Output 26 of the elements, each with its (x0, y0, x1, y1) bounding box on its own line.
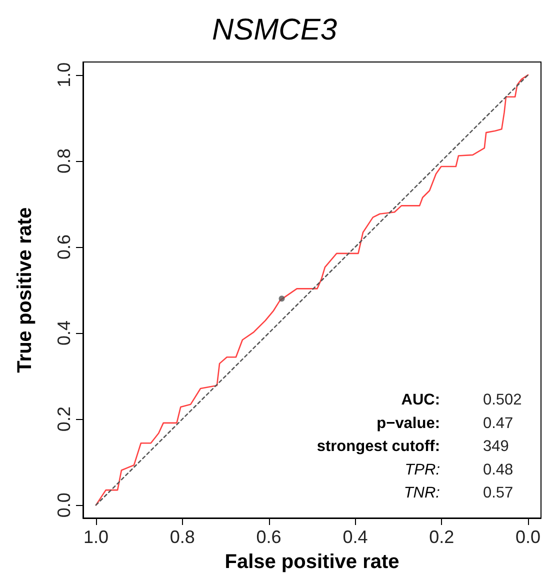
x-tick-label: 0.2 (429, 527, 454, 547)
annotation: 0.47 (483, 414, 514, 432)
x-axis-title: False positive rate (224, 551, 400, 573)
annotation: TNR: (404, 484, 440, 502)
line-series (95, 74, 529, 506)
chart-title: NSMCE3 (212, 14, 338, 46)
annotation: p−value: (376, 414, 440, 432)
x-tick-label: 0.6 (256, 527, 282, 547)
annotation: 0.502 (482, 392, 522, 408)
y-axis-title: True positive rate (14, 207, 36, 373)
annotation: 349 (482, 438, 509, 456)
y-tick-label: 0.6 (54, 234, 74, 260)
x-tick-label: 1.0 (83, 527, 108, 547)
x-tick-label: 0.4 (342, 527, 368, 547)
annotation: 0.57 (483, 484, 514, 502)
y-tick-label: 1.0 (54, 62, 74, 88)
annotation: 0.48 (483, 461, 514, 478)
y-tick-label: 0.2 (54, 406, 74, 432)
annotation: AUC: (401, 392, 440, 408)
y-tick-label: 0.4 (54, 320, 74, 346)
y-tick-label: 0.0 (54, 492, 74, 518)
x-tick-label: 0.8 (170, 527, 195, 547)
x-tick-label: 0.0 (516, 527, 541, 547)
annotation: strongest cutoff: (316, 438, 440, 456)
annotation: TPR: (404, 461, 440, 478)
y-tick-label: 0.8 (54, 148, 74, 174)
